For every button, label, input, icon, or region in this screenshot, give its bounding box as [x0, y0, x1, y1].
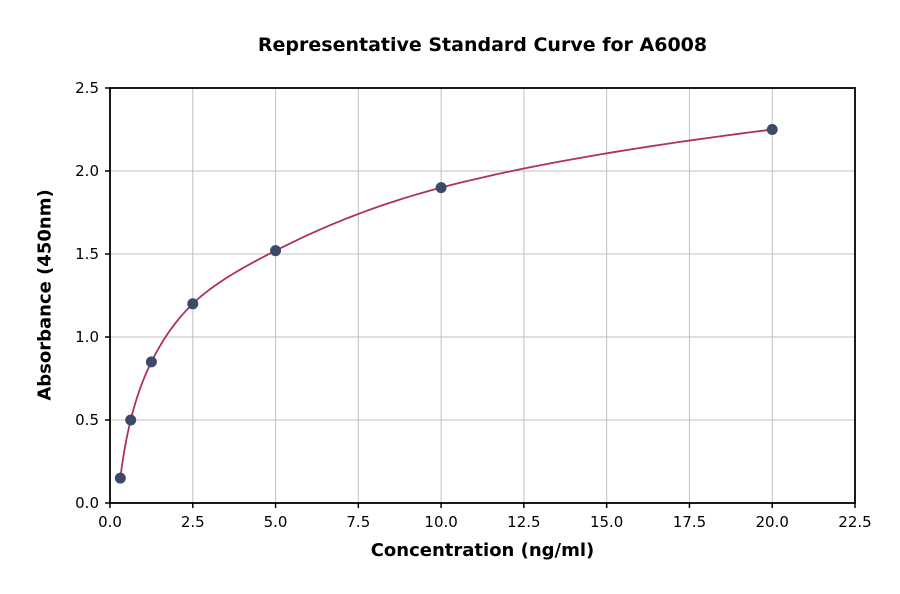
- data-point: [145, 356, 157, 368]
- y-tick-label: 1.0: [75, 328, 99, 346]
- x-tick-label: 10.0: [424, 513, 457, 531]
- x-tick-label: 7.5: [346, 513, 370, 531]
- x-tick-label: 5.0: [264, 513, 288, 531]
- chart-title: Representative Standard Curve for A6008: [257, 34, 708, 56]
- x-tick-label: 22.5: [838, 513, 871, 531]
- x-tick-label: 0.0: [98, 513, 122, 531]
- y-tick-label: 0.5: [75, 411, 99, 429]
- data-point: [187, 298, 199, 310]
- data-point: [766, 124, 778, 135]
- x-tick-label: 15.0: [590, 513, 623, 531]
- data-point: [114, 472, 126, 484]
- data-point: [125, 414, 137, 426]
- y-tick-label: 2.5: [75, 79, 99, 97]
- x-tick-label: 12.5: [507, 513, 540, 531]
- data-point: [435, 182, 447, 194]
- y-tick-label: 1.5: [75, 245, 99, 263]
- data-point: [270, 245, 282, 257]
- x-tick-label: 20.0: [756, 513, 789, 531]
- y-tick-label: 2.0: [75, 162, 99, 180]
- y-tick-label: 0.0: [75, 494, 99, 512]
- x-axis-label: Concentration (ng/ml): [370, 540, 595, 561]
- fit-curve: [119, 128, 773, 479]
- plot-border: [109, 87, 856, 504]
- x-tick-label: 2.5: [181, 513, 205, 531]
- x-tick-label: 17.5: [673, 513, 706, 531]
